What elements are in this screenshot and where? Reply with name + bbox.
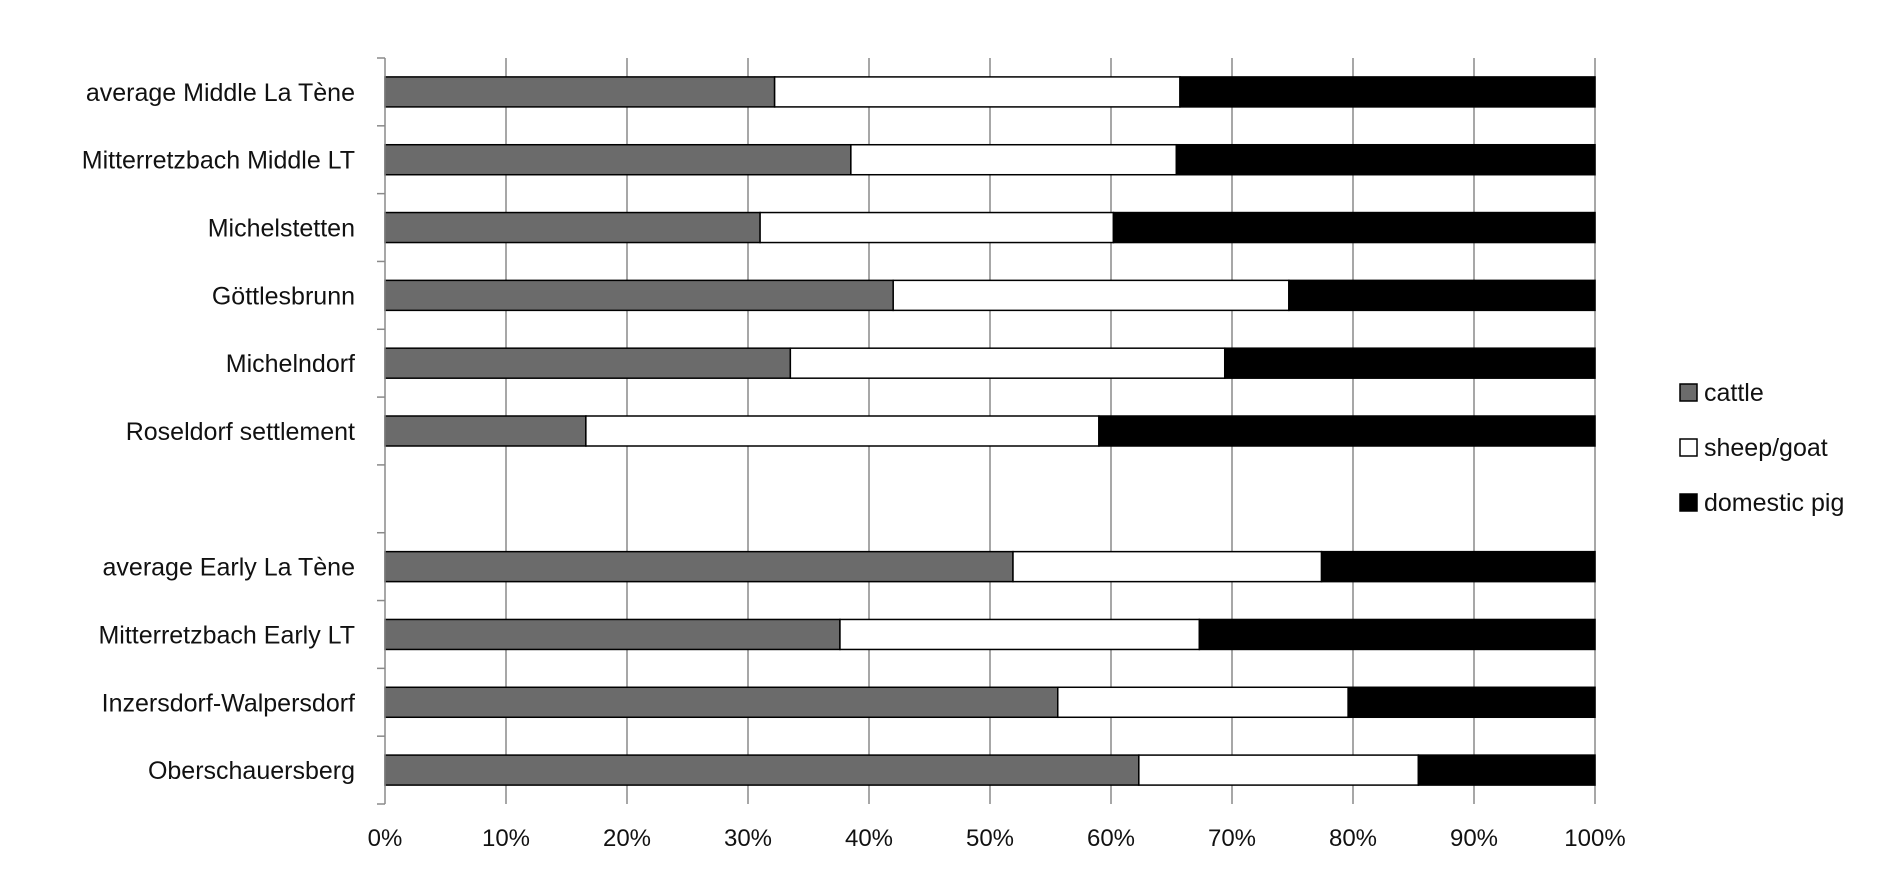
legend-swatch <box>1679 438 1698 457</box>
category-label: Oberschauersberg <box>148 757 355 785</box>
bar-segment-sheep-goat <box>1138 754 1420 786</box>
legend-swatch <box>1679 383 1698 402</box>
bars <box>384 76 1596 786</box>
category-label: Roseldorf settlement <box>126 418 355 446</box>
legend-label: sheep/goat <box>1704 434 1828 462</box>
category-label: Inzersdorf-Walpersdorf <box>102 689 355 717</box>
bar-segment-sheep-goat <box>892 279 1290 312</box>
category-label: Michelstetten <box>208 215 355 243</box>
bar-segment-sheep-goat <box>839 618 1201 651</box>
x-tick-label: 100% <box>1564 825 1625 852</box>
bar-segment-cattle <box>384 618 841 651</box>
x-tick-label: 10% <box>482 825 530 852</box>
x-tick-label: 90% <box>1450 825 1498 852</box>
bar-segment-cattle <box>384 686 1059 719</box>
bar-segment-domestic-pig <box>1098 415 1596 447</box>
bar-segment-cattle <box>384 279 894 312</box>
category-labels: average Middle La Tène Mitterretzbach Mid… <box>82 79 355 785</box>
legend-swatch <box>1679 493 1698 512</box>
y-axis <box>377 57 386 805</box>
bar-segment-sheep-goat <box>773 76 1181 108</box>
bar-segment-domestic-pig <box>1223 347 1596 379</box>
bar-segment-sheep-goat <box>759 211 1115 244</box>
bar-segment-sheep-goat <box>789 347 1226 379</box>
bar-segment-domestic-pig <box>1320 550 1596 583</box>
bar-segment-domestic-pig <box>1417 754 1596 786</box>
bar-segment-domestic-pig <box>1198 618 1596 651</box>
x-axis: 0% 10% 20% 30% 40% 50% 60% 70% 80% 90% 100% <box>368 825 1626 852</box>
x-tick-label: 50% <box>966 825 1014 852</box>
bar-segment-cattle <box>384 550 1014 583</box>
bar-segment-domestic-pig <box>1179 76 1596 108</box>
bar-segment-sheep-goat <box>850 143 1178 176</box>
bar-segment-cattle <box>384 76 776 108</box>
x-tick-label: 20% <box>603 825 651 852</box>
x-tick-label: 40% <box>845 825 893 852</box>
category-label: Mitterretzbach Early LT <box>98 621 355 649</box>
bar-segment-domestic-pig <box>1175 143 1596 176</box>
bar-segment-cattle <box>384 211 761 244</box>
bar-segment-cattle <box>384 347 792 379</box>
bar-segment-cattle <box>384 143 852 176</box>
bar-segment-domestic-pig <box>1112 211 1596 244</box>
x-tick-label: 30% <box>724 825 772 852</box>
category-label: average Early La Tène <box>103 554 355 582</box>
bar-segment-cattle <box>384 415 587 447</box>
x-tick-label: 60% <box>1087 825 1135 852</box>
bar-segment-domestic-pig <box>1347 686 1596 719</box>
legend-label: cattle <box>1704 379 1764 407</box>
x-tick-label: 70% <box>1208 825 1256 852</box>
category-label: Mitterretzbach Middle LT <box>82 147 355 175</box>
x-tick-label: 0% <box>368 825 403 852</box>
bar-segment-sheep-goat <box>585 415 1100 447</box>
x-tick-label: 80% <box>1329 825 1377 852</box>
bar-segment-sheep-goat <box>1012 550 1323 583</box>
bar-segment-cattle <box>384 754 1140 786</box>
bar-segment-domestic-pig <box>1288 279 1596 312</box>
legend-label: domestic pig <box>1704 489 1844 517</box>
category-label: Göttlesbrunn <box>212 282 355 310</box>
category-label: average Middle La Tène <box>86 79 355 107</box>
bar-segment-sheep-goat <box>1057 686 1349 719</box>
category-label: Michelndorf <box>226 350 355 378</box>
legend: cattle sheep/goat domestic pig <box>1679 379 1844 517</box>
